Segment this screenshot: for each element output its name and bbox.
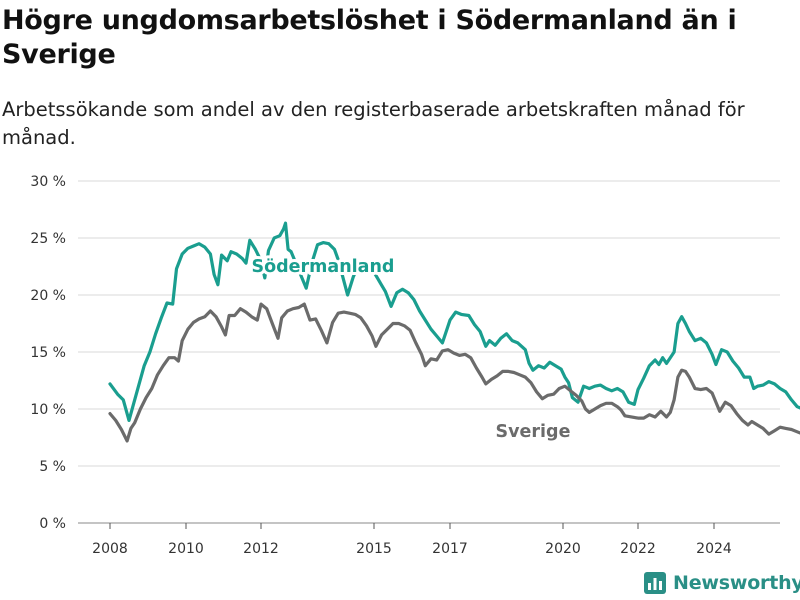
chart-title: Högre ungdomsarbetslöshet i Södermanland… — [2, 5, 737, 70]
bar-chart-logo-icon — [644, 572, 666, 594]
y-tick-label: 10 % — [30, 402, 66, 418]
y-tick-label: 30 % — [30, 174, 66, 190]
newsworthy-logo: Newsworthy — [644, 569, 800, 597]
x-tick-label: 2010 — [168, 541, 204, 557]
series-label-halo: Sverige — [496, 422, 571, 442]
y-tick-label: 15 % — [30, 345, 66, 361]
x-tick-label: 2017 — [432, 541, 468, 557]
series-label-halo: Södermanland — [252, 257, 395, 277]
x-tick-label: 2008 — [92, 541, 128, 557]
y-tick-label: 5 % — [39, 459, 66, 475]
y-tick-label: 0 % — [39, 516, 66, 532]
x-tick-label: 2015 — [356, 541, 392, 557]
y-tick-label: 20 % — [30, 288, 66, 304]
x-tick-label: 2022 — [620, 541, 656, 557]
series-label-sverige: Sverige — [496, 422, 571, 442]
series-line-s-dermanland — [108, 221, 800, 422]
x-tick-label: 2024 — [696, 541, 732, 557]
x-tick-label: 2012 — [243, 541, 279, 557]
y-tick-label: 25 % — [30, 231, 66, 247]
x-tick-label: 2020 — [545, 541, 581, 557]
series-label-s-dermanland: Södermanland — [252, 257, 395, 277]
brand-name: Newsworthy — [673, 572, 800, 594]
series-line-sverige — [108, 302, 800, 443]
chart-subtitle: Arbetssökande som andel av den registerb… — [2, 98, 745, 149]
